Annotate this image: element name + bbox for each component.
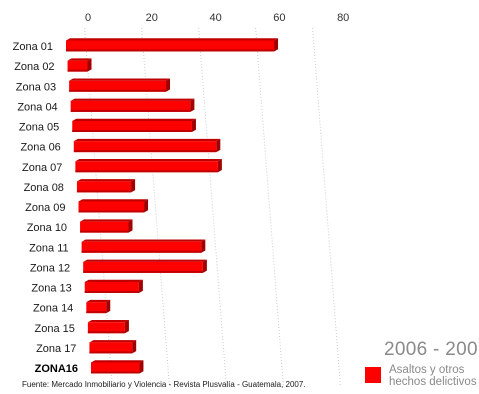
category-label: Zona 05 xyxy=(19,122,59,134)
bar xyxy=(76,179,136,193)
bar xyxy=(73,138,221,153)
category-label: Zona 10 xyxy=(27,222,67,234)
bar xyxy=(84,279,143,293)
category-label: Zona 02 xyxy=(14,61,54,73)
bar xyxy=(80,219,133,233)
bar xyxy=(86,299,111,314)
bars xyxy=(66,38,279,374)
grid-line xyxy=(312,27,341,386)
category-label: Zona 01 xyxy=(13,41,53,53)
bar xyxy=(75,159,222,173)
category-label: ZONA16 xyxy=(35,363,78,375)
bar xyxy=(89,340,137,354)
grid-line xyxy=(198,27,227,386)
bar xyxy=(78,199,149,213)
category-label: Zona 13 xyxy=(31,283,71,295)
bar xyxy=(81,239,206,253)
x-tick-label: 0 xyxy=(85,12,91,24)
x-tick-label: 80 xyxy=(337,12,349,24)
category-label: Zona 04 xyxy=(17,101,57,113)
bar xyxy=(87,320,129,334)
category-labels: Zona 01 Zona 02 Zona 03 Zona 04 Zona 05 Zona … xyxy=(13,41,78,375)
bar xyxy=(72,118,196,132)
legend-label: Asaltos y otros hechos delictivos xyxy=(389,364,477,388)
bar xyxy=(66,38,279,52)
category-label: Zona 12 xyxy=(30,262,70,274)
x-tick-label: 60 xyxy=(273,12,285,24)
category-label: Zona 08 xyxy=(24,182,64,194)
bar xyxy=(67,58,92,72)
category-label: Zona 11 xyxy=(29,242,69,254)
x-tick-label: 40 xyxy=(209,12,221,24)
bar xyxy=(69,78,171,92)
x-axis-ticks: 0 20 40 60 80 xyxy=(85,12,349,24)
x-tick-label: 20 xyxy=(146,12,158,24)
category-label: Zona 17 xyxy=(36,343,76,355)
bar xyxy=(70,98,195,112)
category-label: Zona 09 xyxy=(25,202,65,214)
grid-line xyxy=(255,27,284,386)
category-label: Zona 15 xyxy=(35,323,75,335)
bar xyxy=(91,360,144,374)
legend-period: 2006 - 2007 xyxy=(384,339,479,360)
category-label: Zona 06 xyxy=(20,142,60,154)
category-label: Zona 07 xyxy=(22,162,62,174)
legend-swatch xyxy=(365,367,381,383)
category-label: Zona 03 xyxy=(16,81,56,93)
source-note: Fuente: Mercado Inmobiliario y Violencia… xyxy=(22,380,306,389)
category-label: Zona 14 xyxy=(33,303,73,315)
bar xyxy=(83,259,207,273)
